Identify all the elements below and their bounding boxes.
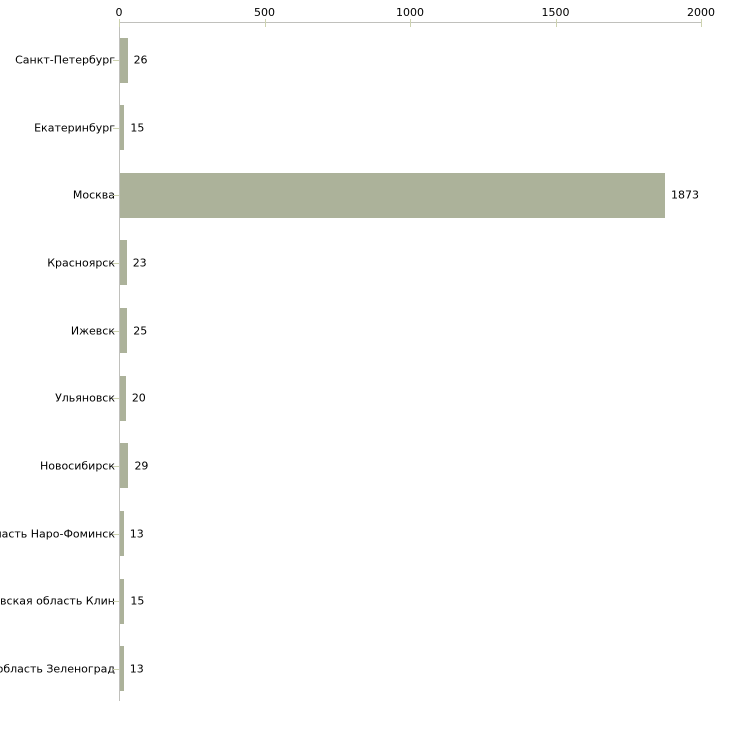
value-label: 23 bbox=[132, 256, 147, 270]
value-label: 15 bbox=[130, 121, 145, 135]
category-tick-mark bbox=[113, 330, 119, 332]
category-label: Екатеринбург bbox=[34, 121, 115, 135]
bar bbox=[120, 172, 666, 218]
x-tick-mark bbox=[119, 19, 120, 27]
category-tick-mark bbox=[113, 533, 119, 535]
category-label: я область Зеленоград bbox=[0, 662, 115, 676]
x-tick-mark bbox=[555, 19, 557, 27]
bar bbox=[120, 240, 127, 286]
category-label: Новосибирск bbox=[39, 459, 115, 473]
bar bbox=[120, 105, 125, 151]
bar bbox=[120, 443, 129, 489]
bar bbox=[120, 578, 125, 624]
category-label: овская область Клин bbox=[0, 594, 115, 608]
x-tick-label: 1500 bbox=[541, 6, 570, 19]
category-tick-mark bbox=[113, 398, 119, 400]
x-tick-label: 2000 bbox=[687, 6, 715, 19]
value-label: 25 bbox=[133, 324, 148, 338]
value-label: 26 bbox=[133, 53, 148, 67]
bar bbox=[120, 375, 126, 421]
category-label: Санкт-Петербург bbox=[15, 53, 115, 67]
category-tick-mark bbox=[113, 262, 119, 264]
y-axis-line bbox=[119, 22, 120, 701]
category-label: Ижевск bbox=[70, 324, 115, 338]
category-tick-mark bbox=[113, 60, 119, 61]
bar bbox=[120, 308, 128, 354]
category-tick-mark bbox=[113, 195, 119, 197]
x-tick-mark bbox=[410, 19, 411, 27]
category-tick-mark bbox=[113, 668, 119, 670]
value-label: 29 bbox=[134, 459, 149, 473]
value-label: 13 bbox=[129, 662, 144, 676]
value-label: 20 bbox=[131, 391, 146, 405]
category-label: Ульяновск bbox=[55, 391, 115, 405]
category-label: Москва bbox=[72, 188, 115, 202]
x-tick-label: 500 bbox=[254, 6, 275, 19]
bar bbox=[120, 37, 128, 83]
category-tick-mark bbox=[113, 465, 119, 467]
category-label: бласть Наро-Фоминск bbox=[0, 527, 115, 541]
value-label: 1873 bbox=[671, 188, 700, 202]
value-label: 13 bbox=[129, 527, 144, 541]
x-tick-label: 1000 bbox=[396, 6, 424, 19]
value-label: 15 bbox=[130, 594, 145, 608]
x-tick-label: 0 bbox=[115, 6, 123, 19]
bar bbox=[120, 646, 124, 692]
x-tick-mark bbox=[701, 19, 702, 27]
category-tick-mark bbox=[113, 601, 119, 603]
category-tick-mark bbox=[113, 127, 119, 129]
x-tick-mark bbox=[264, 19, 266, 27]
bar bbox=[120, 511, 124, 557]
category-label: Красноярск bbox=[47, 256, 115, 270]
